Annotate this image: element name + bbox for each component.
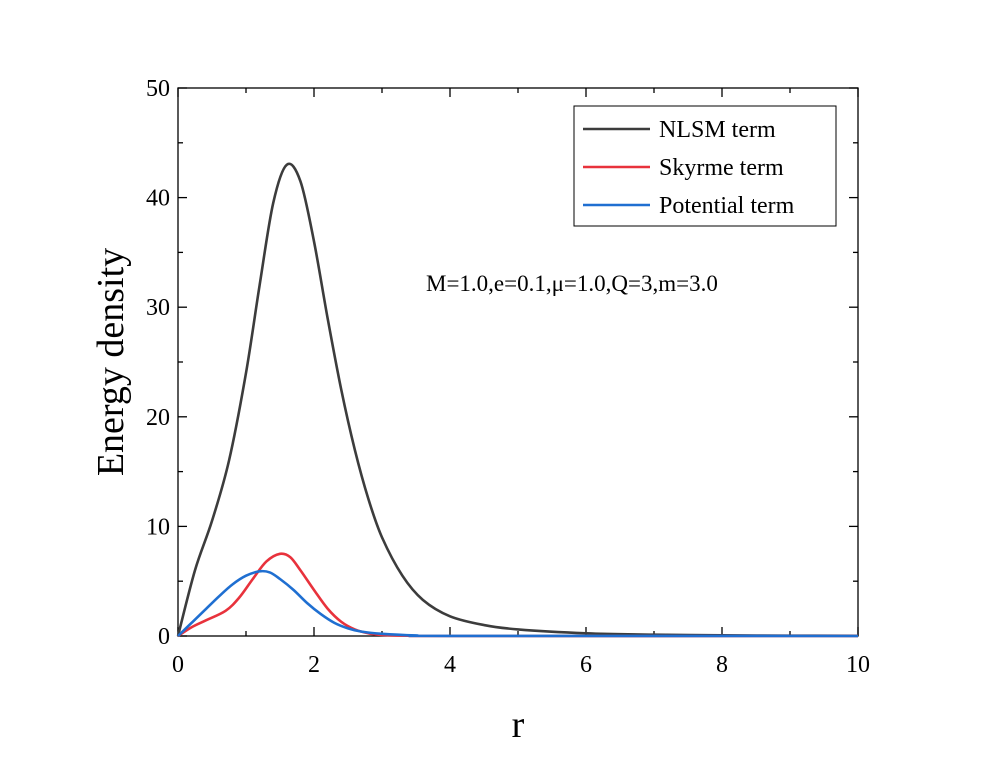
y-tick-label: 30 xyxy=(146,295,170,321)
y-tick-label: 0 xyxy=(158,624,170,650)
series-line-skyrme-term xyxy=(177,552,859,638)
x-tick-label: 0 xyxy=(172,652,184,678)
legend-label-skyrme-term: Skyrme term xyxy=(659,155,784,181)
x-tick-label: 6 xyxy=(580,652,592,678)
legend-label-nlsm-term: NLSM term xyxy=(659,117,776,143)
x-tick-label: 4 xyxy=(444,652,456,678)
x-tick-label: 10 xyxy=(846,652,870,678)
y-tick-label: 20 xyxy=(146,405,170,431)
y-tick-label: 40 xyxy=(146,186,170,212)
tick-labels: 0 2 4 6 8 10 0 10 20 30 40 50 xyxy=(146,76,870,678)
x-tick-label: 2 xyxy=(308,652,320,678)
y-axis-title: Energy density xyxy=(90,248,132,476)
legend-label-potential-term: Potential term xyxy=(659,193,795,219)
series-line-potential-term xyxy=(177,569,859,638)
series-lines xyxy=(176,162,859,638)
y-tick-label: 50 xyxy=(146,76,170,102)
series-line-nlsm-term xyxy=(176,162,859,638)
legend: NLSM term Skyrme term Potential term xyxy=(573,105,837,227)
x-tick-label: 8 xyxy=(716,652,728,678)
y-tick-label: 10 xyxy=(146,514,170,540)
x-axis-title: r xyxy=(512,704,525,746)
parameter-annotation: M=1.0,e=0.1,μ=1.0,Q=3,m=3.0 xyxy=(426,271,718,296)
